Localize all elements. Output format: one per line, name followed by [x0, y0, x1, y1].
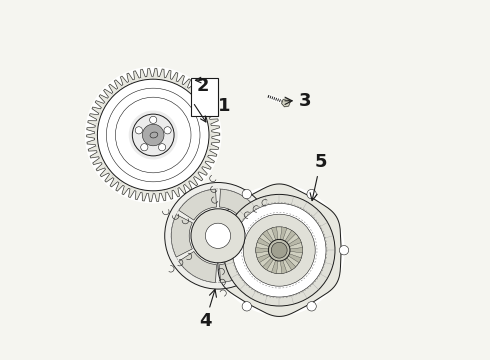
- Wedge shape: [179, 252, 217, 283]
- Wedge shape: [286, 253, 301, 263]
- Circle shape: [149, 116, 157, 123]
- Wedge shape: [280, 227, 287, 243]
- Circle shape: [307, 302, 316, 311]
- Text: 2: 2: [196, 77, 209, 95]
- FancyBboxPatch shape: [191, 78, 218, 116]
- Wedge shape: [220, 252, 257, 283]
- Circle shape: [242, 302, 251, 311]
- Circle shape: [214, 185, 345, 316]
- Circle shape: [85, 67, 221, 203]
- Polygon shape: [87, 68, 220, 202]
- Circle shape: [143, 124, 164, 146]
- Circle shape: [232, 203, 326, 297]
- Circle shape: [256, 227, 303, 274]
- Circle shape: [205, 223, 231, 248]
- Circle shape: [223, 194, 335, 306]
- Circle shape: [141, 144, 148, 151]
- Text: 3: 3: [285, 92, 312, 110]
- Wedge shape: [257, 238, 272, 248]
- Polygon shape: [214, 245, 233, 262]
- Circle shape: [271, 242, 287, 258]
- Polygon shape: [282, 99, 290, 107]
- Wedge shape: [283, 256, 296, 270]
- Circle shape: [135, 127, 143, 134]
- Wedge shape: [257, 253, 272, 263]
- Circle shape: [164, 127, 171, 134]
- Wedge shape: [283, 230, 296, 244]
- Circle shape: [210, 246, 219, 255]
- Circle shape: [158, 144, 166, 151]
- Text: 1: 1: [218, 96, 230, 114]
- Wedge shape: [220, 189, 257, 220]
- Ellipse shape: [150, 132, 158, 138]
- Wedge shape: [287, 248, 303, 253]
- Wedge shape: [171, 215, 193, 257]
- Circle shape: [269, 239, 290, 261]
- Wedge shape: [286, 238, 301, 248]
- Wedge shape: [271, 227, 278, 243]
- Circle shape: [243, 214, 315, 286]
- Circle shape: [242, 189, 251, 199]
- Wedge shape: [280, 258, 287, 274]
- Wedge shape: [263, 230, 275, 244]
- Text: 5: 5: [310, 153, 327, 201]
- Circle shape: [191, 209, 245, 263]
- Text: 4: 4: [199, 289, 217, 330]
- Circle shape: [165, 183, 271, 289]
- Circle shape: [307, 189, 316, 199]
- Polygon shape: [217, 184, 341, 316]
- Wedge shape: [244, 215, 265, 257]
- Circle shape: [339, 246, 349, 255]
- Circle shape: [129, 111, 178, 159]
- Wedge shape: [263, 256, 275, 270]
- Polygon shape: [202, 212, 221, 230]
- Wedge shape: [256, 248, 271, 253]
- Circle shape: [98, 79, 209, 191]
- Polygon shape: [192, 235, 211, 252]
- Polygon shape: [224, 223, 244, 240]
- Wedge shape: [271, 258, 278, 274]
- Wedge shape: [179, 189, 217, 220]
